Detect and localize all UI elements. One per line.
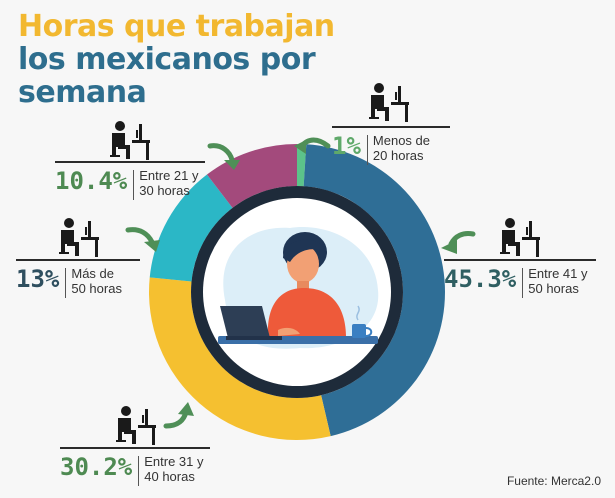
desc-entre-31-40: Entre 31 y 40 horas — [144, 454, 204, 484]
person-hair-top — [283, 239, 326, 262]
curved-arrow-icon — [441, 231, 476, 254]
label-entre-21-30: 10.4% Entre 21 y 30 horas — [55, 161, 205, 200]
person-at-desk-icon — [500, 218, 540, 257]
label-entre-31-40: 30.2% Entre 31 y 40 horas — [60, 447, 210, 486]
donut-slice-3 — [148, 277, 331, 440]
title-line-1: Horas que trabajan — [18, 9, 335, 44]
laptop — [220, 306, 270, 338]
person-at-desk-icon — [116, 406, 156, 445]
label-separator — [133, 170, 135, 200]
donut-slice-5 — [206, 144, 297, 208]
label-separator — [138, 456, 140, 486]
label-rule — [444, 259, 596, 261]
source-note: Fuente: Merca2.0 — [506, 474, 601, 488]
curved-arrow-icon — [163, 402, 194, 429]
curved-arrow-icon — [294, 137, 331, 154]
donut-slice-4 — [149, 174, 233, 282]
desc-entre-41-50: Entre 41 y 50 horas — [528, 266, 588, 296]
desc-entre-21-30: Entre 21 y 30 horas — [139, 168, 199, 198]
donut-slice-2 — [303, 144, 445, 437]
pct-entre-41-50: 45.3% — [444, 265, 517, 293]
label-rule — [332, 126, 450, 128]
curved-arrow-icon — [125, 227, 160, 252]
person-sweater — [267, 288, 346, 338]
person-at-desk-icon — [110, 121, 150, 160]
label-separator — [366, 135, 368, 165]
person-at-laptop-illustration — [218, 227, 379, 349]
label-separator — [65, 268, 67, 298]
coffee-mug-handle — [365, 327, 373, 337]
title-line-2: los mexicanos por — [18, 42, 316, 77]
pct-mas-50: 13% — [16, 265, 60, 293]
person-hand — [278, 327, 300, 336]
pct-entre-21-30: 10.4% — [55, 167, 128, 195]
label-separator — [522, 268, 524, 298]
label-rule — [60, 447, 210, 449]
person-at-desk-icon — [369, 83, 409, 122]
desc-menos-20: Menos de 20 horas — [372, 133, 430, 163]
pct-entre-31-40: 30.2% — [60, 453, 133, 481]
label-mas-50: 13% Más de 50 horas — [16, 259, 140, 298]
coffee-steam — [356, 305, 360, 321]
coffee-mug — [352, 324, 366, 338]
desc-mas-50: Más de 50 horas — [71, 266, 122, 296]
person-at-desk-icon — [59, 218, 99, 257]
label-rule — [55, 161, 205, 163]
label-entre-41-50: 45.3% Entre 41 y 50 horas — [444, 259, 596, 298]
pct-menos-20: 1% — [332, 132, 361, 160]
donut-slices — [148, 144, 445, 440]
donut-slice-1 — [297, 144, 307, 187]
laptop-base — [226, 336, 282, 340]
title-line-3: semana — [18, 75, 147, 110]
person-neck — [297, 281, 309, 291]
label-menos-20: 1% Menos de 20 horas — [332, 126, 450, 165]
label-rule — [16, 259, 140, 261]
curved-arrow-icon — [207, 143, 240, 170]
chart-title: Horas que trabajan los mexicanos por sem… — [18, 10, 335, 109]
